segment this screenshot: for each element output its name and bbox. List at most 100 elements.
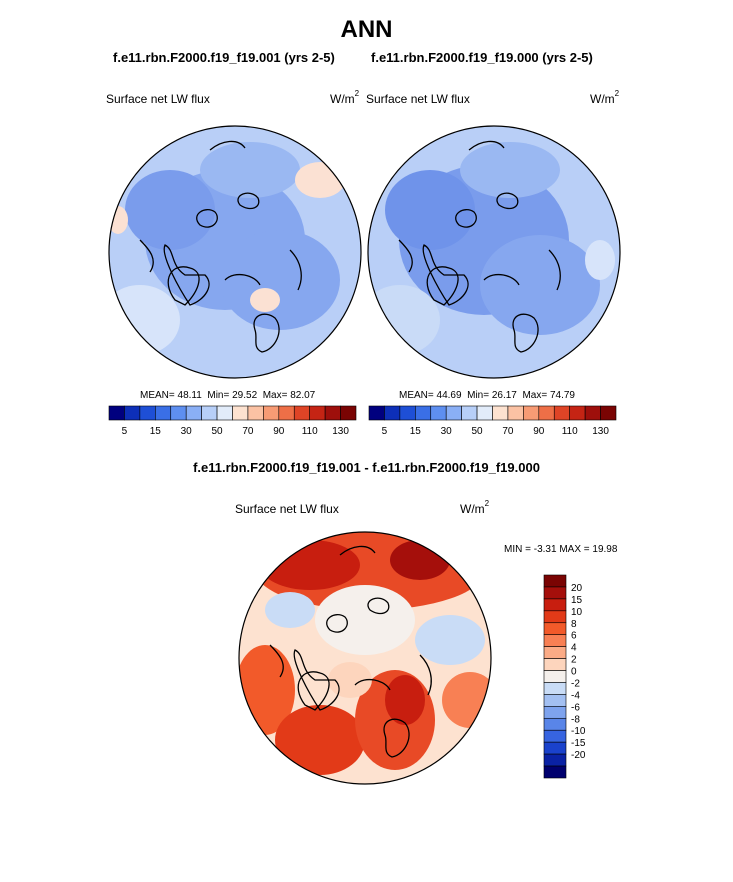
panel-2-units: W/m2: [590, 89, 620, 106]
map-1-coastlines: [139, 140, 302, 353]
main-title: ANN: [340, 16, 393, 43]
colorbar-swatch: [324, 405, 341, 421]
colorbar-swatch: [543, 658, 567, 671]
colorbar-swatch: [543, 729, 567, 743]
map-3-cool-patch-b: [265, 592, 315, 628]
map-1-warm-patch-a: [295, 162, 345, 198]
map-panel-diff: [238, 531, 492, 785]
colorbar-tick-label: 15: [571, 595, 583, 606]
colorbar-swatch: [216, 405, 233, 421]
colorbar-swatch: [263, 405, 280, 421]
colorbar-tick-label: 5: [382, 426, 388, 437]
colorbar-swatch: [445, 405, 462, 421]
diff-field-label: Surface net LW flux: [235, 502, 339, 516]
colorbar-tick-label: -20: [571, 750, 586, 761]
colorbar-tick-label: 130: [332, 426, 349, 437]
colorbar-swatch: [461, 405, 478, 421]
panel-2-field-label: Surface net LW flux: [366, 92, 470, 106]
colorbar-swatch: [543, 706, 567, 719]
colorbar-swatch: [340, 405, 357, 421]
map-panel-2: [367, 125, 621, 379]
colorbar-swatch: [543, 598, 567, 612]
map-2-border: [367, 125, 621, 379]
colorbar-tick-label: 5: [122, 426, 128, 437]
panel-1-units: W/m2: [330, 89, 360, 106]
colorbar-tick-label: 2: [571, 655, 577, 666]
map-3-siberia-core: [385, 675, 425, 725]
colorbar-swatch: [309, 405, 326, 421]
colorbar-tick-label: 50: [212, 426, 224, 437]
colorbar-swatch: [543, 765, 567, 779]
colorbar-tick-label: 50: [472, 426, 484, 437]
map-2-canada-field: [385, 170, 475, 250]
map-2-atlantic-field: [368, 285, 440, 355]
map-3-coastlines: [269, 545, 432, 758]
map-3-europe-warm: [275, 705, 365, 775]
colorbar-tick-label: -15: [571, 738, 586, 749]
colorbar-swatch: [155, 405, 172, 421]
map-2-coastlines: [398, 140, 561, 353]
map-2-siberia-field: [480, 235, 600, 335]
colorbar-swatch: [600, 405, 617, 421]
map-2-pacific-field: [460, 142, 560, 198]
colorbar-swatch: [278, 405, 295, 421]
colorbar-tick-label: 130: [592, 426, 609, 437]
colorbar-tick-label: 20: [571, 583, 583, 594]
colorbar-swatch: [543, 741, 567, 755]
colorbar-swatch: [543, 622, 567, 636]
map-1-pacific-field: [200, 142, 300, 198]
diff-units: W/m2: [460, 499, 490, 516]
colorbar-swatch: [430, 405, 447, 421]
colorbar-swatch: [523, 405, 540, 421]
colorbar-swatch: [232, 405, 249, 421]
colorbar-swatch: [139, 405, 156, 421]
colorbar-swatch: [543, 682, 567, 695]
colorbar-swatch: [124, 405, 141, 421]
panel-1-title: f.e11.rbn.F2000.f19_f19.001 (yrs 2-5): [113, 50, 335, 65]
colorbar-tick-label: 30: [181, 426, 193, 437]
colorbar-swatch: [185, 405, 202, 421]
colorbar-swatch: [476, 405, 493, 421]
map-2-light-patch: [585, 240, 615, 280]
map-3-cool-patch-a: [415, 615, 485, 665]
colorbar-tick-label: -4: [571, 690, 580, 701]
map-1-atlantic-field: [109, 285, 180, 355]
colorbar-swatch: [538, 405, 555, 421]
colorbar-swatch: [247, 405, 264, 421]
colorbar-tick-label: -8: [571, 714, 580, 725]
colorbar-swatch: [368, 405, 385, 421]
map-3-pacific-core-a: [260, 540, 360, 590]
colorbar-swatch: [543, 694, 567, 707]
colorbar-1: 5 15 30 50 70 90 110 130: [108, 405, 357, 437]
colorbar-tick-label: 0: [571, 667, 577, 678]
colorbar-tick-label: 70: [502, 426, 514, 437]
colorbar-swatch: [569, 405, 586, 421]
map-1-border: [108, 125, 362, 379]
map-1-siberia-field: [220, 230, 340, 330]
colorbar-swatch: [492, 405, 509, 421]
colorbar-tick-label: 15: [410, 426, 422, 437]
colorbar-swatch: [543, 753, 567, 767]
map-3-pacific-core-b: [390, 540, 450, 580]
colorbar-swatch: [543, 586, 567, 600]
colorbar-swatch: [293, 405, 310, 421]
colorbar-tick-label: 90: [273, 426, 285, 437]
map-3-arctic-neutral: [315, 585, 415, 655]
colorbar-swatch: [201, 405, 218, 421]
colorbar-swatch: [543, 717, 567, 731]
colorbar-tick-label: 15: [150, 426, 162, 437]
panel-1-field-label: Surface net LW flux: [106, 92, 210, 106]
colorbar-swatch: [399, 405, 416, 421]
colorbar-swatch: [543, 646, 567, 659]
colorbar-swatch: [543, 634, 567, 647]
panel-1-stats: MEAN= 48.11 Min= 29.52 Max= 82.07: [140, 390, 316, 401]
colorbar-tick-label: -2: [571, 678, 580, 689]
map-panel-1: [108, 125, 362, 379]
colorbar-tick-label: 30: [441, 426, 453, 437]
panel-2-title: f.e11.rbn.F2000.f19_f19.000 (yrs 2-5): [371, 50, 593, 65]
colorbar-tick-label: 110: [302, 426, 318, 437]
map-1-canada-field: [125, 170, 215, 250]
colorbar-tick-label: 10: [571, 607, 583, 618]
